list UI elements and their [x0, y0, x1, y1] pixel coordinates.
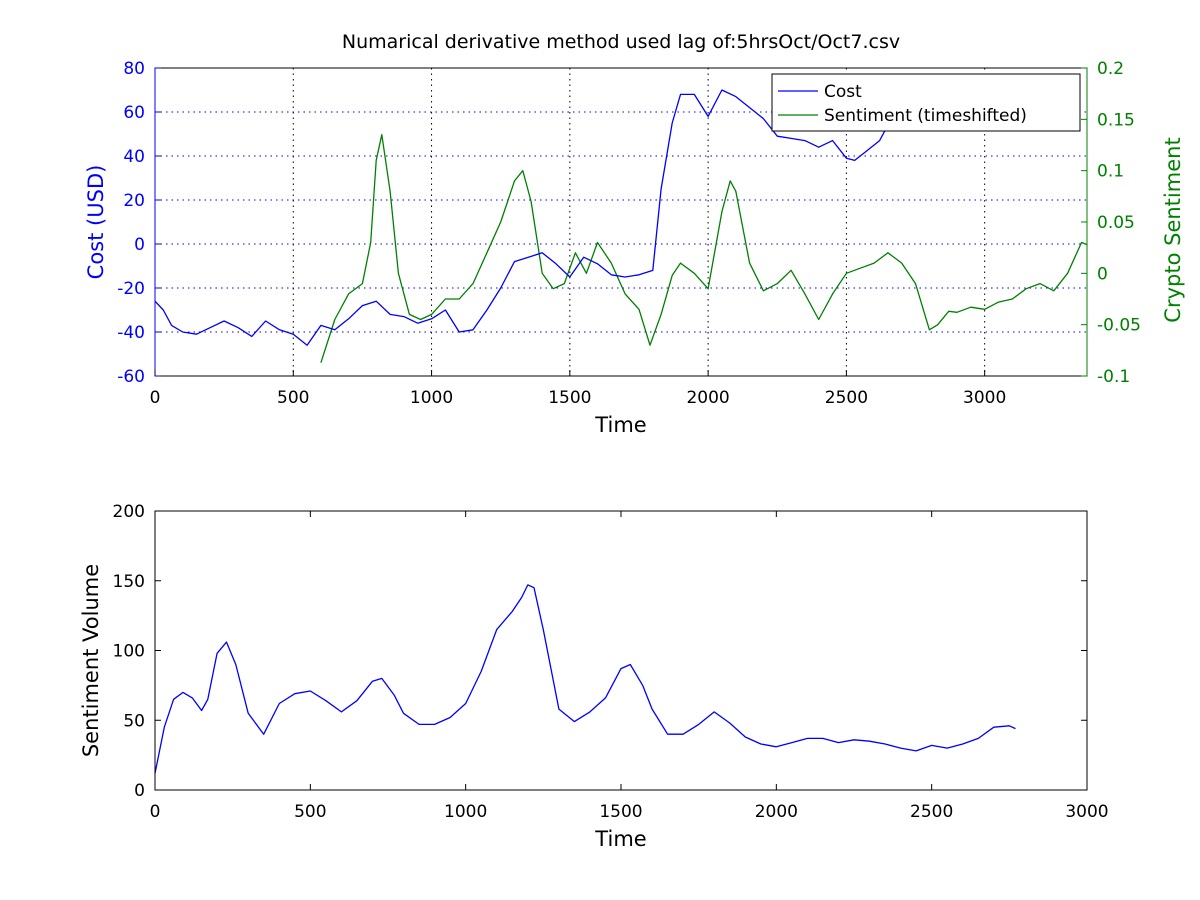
- x-tick-label: 3000: [1065, 802, 1108, 822]
- right-y-tick-label: -0.05: [1097, 316, 1141, 336]
- sentiment-series-layer: [320, 134, 1088, 363]
- right-y-tick-label: 0.15: [1097, 110, 1135, 130]
- chart-title: Numarical derivative method used lag of:…: [342, 31, 900, 53]
- sentiment-line: [320, 134, 1088, 363]
- y-tick-label: 150: [113, 572, 145, 592]
- x-tick-label: 2500: [910, 802, 953, 822]
- left-y-tick-label: -40: [117, 323, 145, 343]
- left-y-tick-label: -60: [117, 367, 145, 387]
- grid-lines: [155, 68, 1087, 376]
- x-axis-ticks: 0 500 1000 1500 2000 2500 3000: [150, 370, 1006, 408]
- right-y-axis-label: Crypto Sentiment: [1161, 137, 1185, 322]
- y-tick-label: 200: [113, 502, 145, 522]
- right-y-axis-ticks: -0.1 -0.05 0 0.05 0.1 0.15 0.2: [1081, 59, 1141, 387]
- left-y-axis-ticks: -60 -40 -20 0 20 40 60 80: [117, 59, 161, 387]
- right-y-tick-label: 0.05: [1097, 213, 1135, 233]
- x-tick-label: 2500: [825, 388, 868, 408]
- left-y-tick-label: 40: [123, 147, 145, 167]
- y-tick-label: 100: [113, 642, 145, 662]
- left-y-tick-label: 80: [123, 59, 145, 79]
- x-tick-label: 2000: [755, 802, 798, 822]
- x-axis-ticks: 0 500 1000 1500 2000 2500 3000: [150, 511, 1109, 822]
- x-tick-label: 2000: [686, 388, 729, 408]
- x-axis-label: Time: [594, 827, 646, 851]
- x-tick-label: 1000: [410, 388, 453, 408]
- cost-sentiment-chart: Numarical derivative method used lag of:…: [84, 31, 1185, 437]
- legend-label: Cost: [824, 82, 862, 102]
- left-y-tick-label: 0: [134, 235, 145, 255]
- right-y-tick-label: 0: [1097, 264, 1108, 284]
- x-tick-label: 1500: [599, 802, 642, 822]
- sentiment-volume-chart: 0 500 1000 1500 2000 2500 3000 0 50 100 150 200 Ti…: [79, 502, 1109, 851]
- right-y-tick-label: -0.1: [1097, 367, 1130, 387]
- x-axis-label: Time: [594, 413, 646, 437]
- legend-box: [771, 73, 1081, 132]
- y-tick-label: 50: [123, 711, 145, 731]
- volume-line: [154, 584, 1016, 774]
- x-tick-label: 0: [150, 802, 161, 822]
- right-y-tick-label: 0.1: [1097, 162, 1124, 182]
- x-tick-label: 0: [150, 388, 161, 408]
- legend: Cost Sentiment (timeshifted): [771, 73, 1081, 132]
- x-tick-label: 1000: [444, 802, 487, 822]
- left-y-axis-label: Cost (USD): [84, 165, 108, 280]
- x-tick-label: 500: [277, 388, 309, 408]
- y-axis-label: Sentiment Volume: [79, 564, 103, 757]
- y-tick-label: 0: [134, 781, 145, 801]
- y-axis-ticks: 0 50 100 150 200: [113, 502, 1087, 801]
- right-y-tick-label: 0.2: [1097, 59, 1124, 79]
- x-tick-label: 1500: [548, 388, 591, 408]
- left-y-tick-label: 20: [123, 191, 145, 211]
- left-y-tick-label: 60: [123, 103, 145, 123]
- x-tick-label: 500: [294, 802, 326, 822]
- left-y-tick-label: -20: [117, 279, 145, 299]
- legend-label: Sentiment (timeshifted): [824, 106, 1027, 126]
- volume-series-layer: [154, 584, 1016, 774]
- x-tick-label: 3000: [963, 388, 1006, 408]
